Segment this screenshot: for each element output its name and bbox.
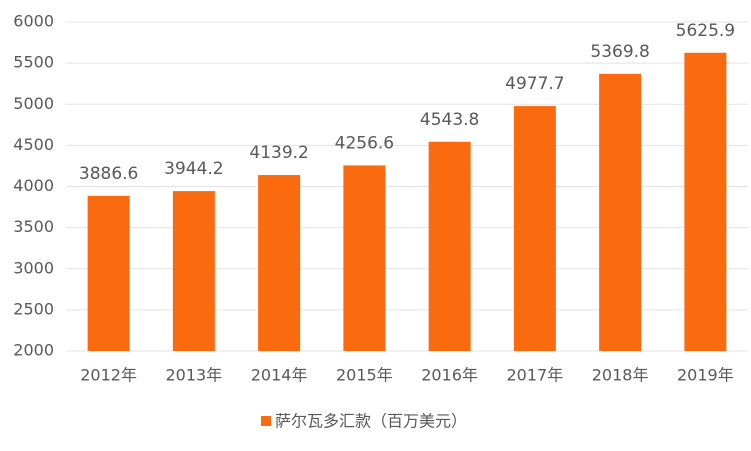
bar	[172, 191, 215, 351]
y-tick-label: 6000	[13, 12, 54, 31]
bar	[87, 195, 130, 351]
y-tick-label: 2500	[13, 299, 54, 318]
x-tick-label: 2012年	[80, 366, 137, 385]
legend-label: 萨尔瓦多汇款（百万美元）	[275, 412, 467, 431]
x-tick-label: 2014年	[251, 366, 308, 385]
value-label: 3886.6	[79, 164, 138, 184]
bar	[599, 73, 642, 351]
bar	[513, 106, 556, 352]
y-tick-label: 2000	[13, 341, 54, 360]
bar	[428, 141, 471, 351]
value-label: 4543.8	[420, 110, 479, 130]
value-label: 4977.7	[505, 74, 564, 94]
value-label: 4256.6	[335, 133, 394, 153]
x-tick-label: 2013年	[166, 366, 223, 385]
x-tick-label: 2015年	[336, 366, 393, 385]
value-label: 4139.2	[249, 143, 308, 163]
value-label: 5625.9	[676, 21, 735, 41]
x-tick-label: 2018年	[592, 366, 649, 385]
value-label: 5369.8	[590, 42, 649, 62]
value-label: 3944.2	[164, 159, 223, 179]
x-tick-label: 2016年	[421, 366, 478, 385]
y-tick-label: 5000	[13, 94, 54, 113]
y-tick-label: 3500	[13, 217, 54, 236]
y-tick-label: 4500	[13, 135, 54, 154]
y-tick-label: 5500	[13, 53, 54, 72]
bar	[258, 175, 301, 351]
legend-swatch	[261, 416, 271, 426]
y-tick-label: 3000	[13, 258, 54, 277]
x-tick-label: 2017年	[507, 366, 564, 385]
bar	[343, 165, 386, 351]
bar	[684, 52, 727, 352]
x-tick-label: 2019年	[677, 366, 734, 385]
y-tick-label: 4000	[13, 176, 54, 195]
